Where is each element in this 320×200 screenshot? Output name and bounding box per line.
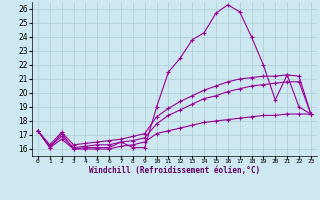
X-axis label: Windchill (Refroidissement éolien,°C): Windchill (Refroidissement éolien,°C) — [89, 166, 260, 175]
